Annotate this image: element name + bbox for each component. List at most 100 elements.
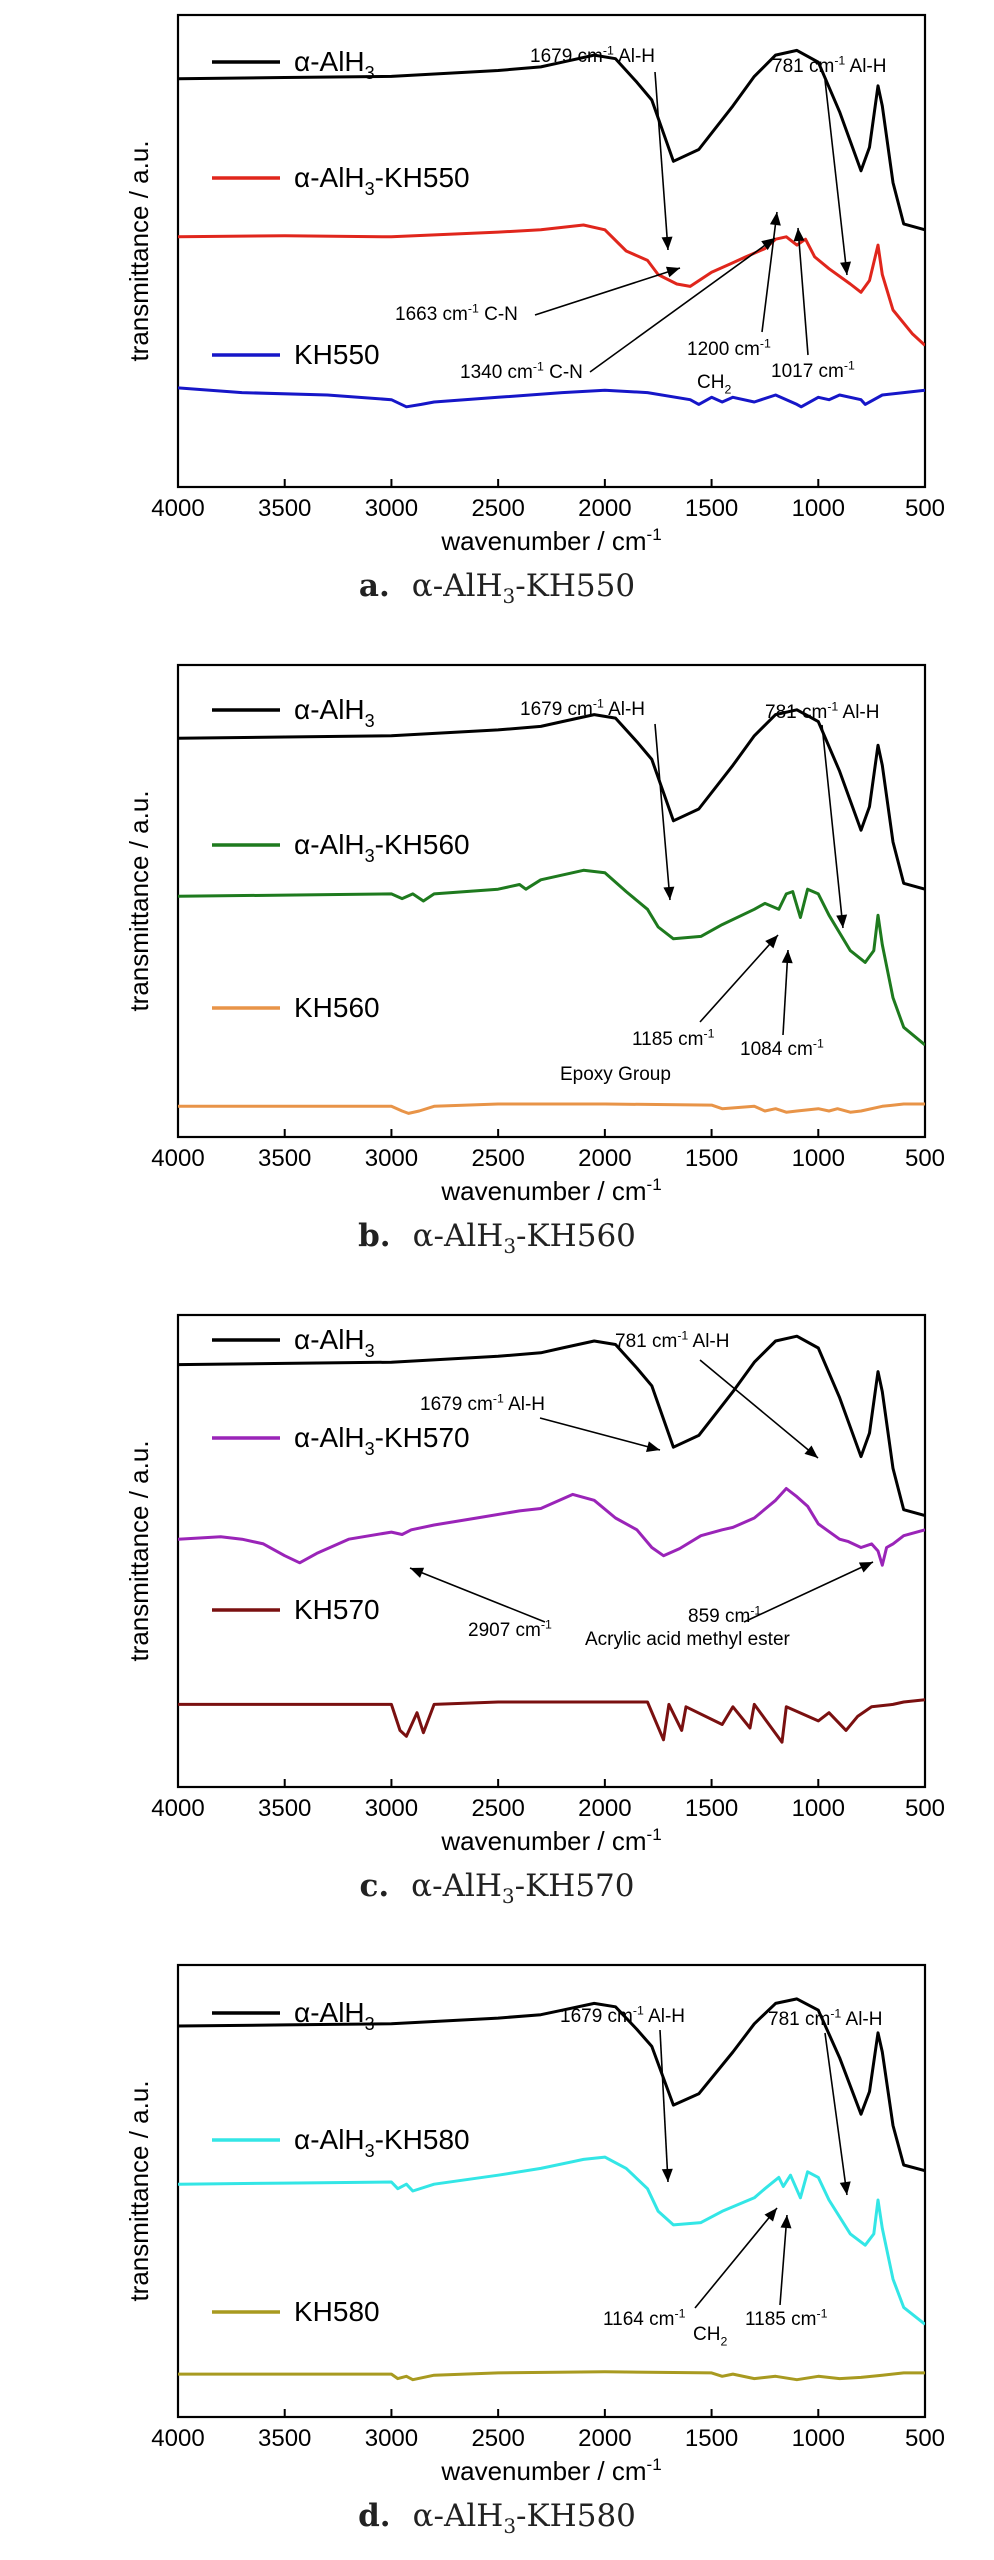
series-line-2: [178, 223, 925, 347]
legend-label-main: α-AlH: [294, 46, 365, 77]
annotation-5: 1185 cm-1: [745, 2306, 828, 2330]
annotation-2: 781 cm-1 Al-H: [768, 2006, 882, 2030]
annotation-7-sup: -1: [844, 358, 855, 372]
annotation-4: 859 cm-1: [688, 1603, 761, 1627]
annotation-arrow-3-head: [765, 935, 778, 949]
x-tick-label: 1500: [685, 1145, 738, 1172]
caption-a: a. α-AlH3-KH550: [0, 568, 994, 608]
annotation-arrow-1-shaft: [659, 2029, 669, 2183]
legend-label-3: KH560: [294, 992, 380, 1023]
caption-tail: -KH560: [516, 1218, 636, 1254]
caption-tail: -KH550: [515, 568, 636, 604]
annotation-arrow-5-shaft: [761, 211, 778, 333]
legend-label-main: KH550: [294, 339, 380, 370]
annotation-4: CH2: [693, 2324, 727, 2349]
annotation-3: 1164 cm-1: [603, 2306, 686, 2330]
ftir-chart-a: 4000 3500 3000 2500 2000 1500 1000 500 wavenumbe…: [124, 13, 945, 556]
legend-label-sub: 3: [365, 63, 375, 83]
legend-label-main: α-AlH: [294, 829, 365, 860]
annotation-3-sup: -1: [541, 1617, 552, 1631]
annotation-1-sup: -1: [633, 2003, 644, 2017]
x-tick-label: 1000: [792, 495, 845, 522]
annotation-1-sup: -1: [493, 1391, 504, 1405]
annotation-2-main: 781 cm: [615, 1331, 677, 1352]
caption-text: α-AlH: [412, 2498, 504, 2534]
x-tick-label: 4000: [151, 1145, 204, 1172]
legend-label-sub: 3: [365, 2141, 375, 2161]
annotation-1-main: 1679 cm: [560, 2006, 633, 2027]
annotation-arrow-3-shaft: [699, 934, 779, 1023]
chart-panel-c: 4000 3500 3000 2500 2000 1500 1000 500 wavenumbe…: [0, 1300, 994, 1940]
y-axis-label: transmittance / a.u.: [124, 2080, 154, 2301]
legend-label-main: KH560: [294, 992, 380, 1023]
annotation-arrow-4-shaft: [782, 949, 789, 1036]
annotation-5-main: Acrylic acid methyl ester: [585, 1629, 791, 1650]
x-tick-label: 2500: [471, 1145, 524, 1172]
annotation-5: 1200 cm-1: [687, 336, 771, 360]
annotation-arrow-5-shaft: [779, 2214, 788, 2306]
x-tick-label: 2500: [471, 1795, 524, 1822]
caption-tag: b.: [358, 1218, 391, 1254]
legend-label-sub: 3: [365, 846, 375, 866]
legend-label-main: α-AlH: [294, 1324, 365, 1355]
annotation-1-sup: -1: [593, 696, 604, 710]
annotation-arrow-2-head: [839, 2181, 851, 2195]
annotation-5-main: 1185 cm: [745, 2309, 816, 2330]
x-axis-label-sup: -1: [647, 525, 662, 544]
x-tick-label: 500: [905, 495, 945, 522]
annotation-1: 1679 cm-1 Al-H: [530, 43, 655, 67]
x-tick-label: 1000: [792, 1795, 845, 1822]
annotation-3: 1663 cm-1 C-N: [395, 301, 518, 325]
series-line-1: [178, 48, 925, 232]
annotation-2: 781 cm-1 Al-H: [772, 53, 886, 77]
legend-label-sub: 3: [365, 1439, 375, 1459]
annotation-2-tail: Al-H: [845, 56, 886, 77]
x-tick-label: 3500: [258, 2425, 311, 2452]
legend-label-main: α-AlH: [294, 1997, 365, 2028]
chart-panel-d: 4000 3500 3000 2500 2000 1500 1000 500 wavenumbe…: [0, 1950, 994, 2560]
annotation-2-main: 781 cm: [768, 2009, 830, 2030]
caption-text: α-AlH: [411, 1868, 502, 1904]
annotation-1-tail: Al-H: [614, 46, 655, 67]
legend-label-main: KH570: [294, 1594, 380, 1625]
legend-label-2: α-AlH3-KH560: [294, 829, 470, 866]
annotation-4-sup: -1: [813, 1036, 824, 1050]
annotation-arrow-1-head: [646, 1441, 660, 1452]
annotation-4-main: CH: [693, 2324, 720, 2345]
legend-label-1: α-AlH3: [294, 694, 375, 731]
annotation-arrow-4-head: [761, 238, 775, 251]
annotation-1-main: 1679 cm: [530, 46, 603, 67]
legend-label-tail: -KH580: [375, 2124, 470, 2155]
x-tick-label: 3500: [258, 1795, 311, 1822]
annotation-5-main: 1200 cm: [687, 339, 760, 360]
x-axis-label-main: wavenumber / cm: [440, 2456, 646, 2486]
annotation-arrow-2-shaft: [821, 724, 844, 929]
x-axis-label-main: wavenumber / cm: [440, 526, 646, 556]
annotation-3-sup: -1: [674, 2306, 685, 2320]
x-axis-label: wavenumber / cm-1: [440, 525, 661, 556]
series-line-3: [178, 1102, 925, 1115]
annotation-4: 1084 cm-1: [740, 1036, 824, 1060]
legend-label-2: α-AlH3-KH580: [294, 2124, 470, 2161]
legend-label-main: α-AlH: [294, 2124, 365, 2155]
caption-sub: 3: [502, 584, 516, 609]
x-tick-label: 3500: [258, 495, 311, 522]
annotation-5: Acrylic acid methyl ester: [585, 1629, 791, 1650]
x-tick-label: 2000: [578, 1145, 631, 1172]
x-tick-label: 2000: [578, 495, 631, 522]
caption-d: d. α-AlH3-KH580: [0, 2498, 994, 2538]
annotation-1: 1679 cm-1 Al-H: [420, 1391, 545, 1415]
annotation-arrow-3-shaft: [694, 2207, 778, 2309]
x-axis-label: wavenumber / cm-1: [440, 1825, 661, 1856]
x-tick-label: 3500: [258, 1145, 311, 1172]
series-line-3: [178, 386, 925, 409]
legend-label-sub: 3: [365, 2014, 375, 2034]
annotation-2: 781 cm-1 Al-H: [615, 1328, 729, 1352]
annotation-arrow-3-shaft: [534, 267, 681, 316]
x-tick-label: 3000: [365, 1795, 418, 1822]
annotation-3: 2907 cm-1: [468, 1617, 552, 1641]
annotation-5-sup: -1: [816, 2306, 827, 2320]
y-axis-label: transmittance / a.u.: [124, 140, 154, 361]
legend-label-main: α-AlH: [294, 1422, 365, 1453]
chart-panel-a: 4000 3500 3000 2500 2000 1500 1000 500 wavenumbe…: [0, 0, 994, 640]
